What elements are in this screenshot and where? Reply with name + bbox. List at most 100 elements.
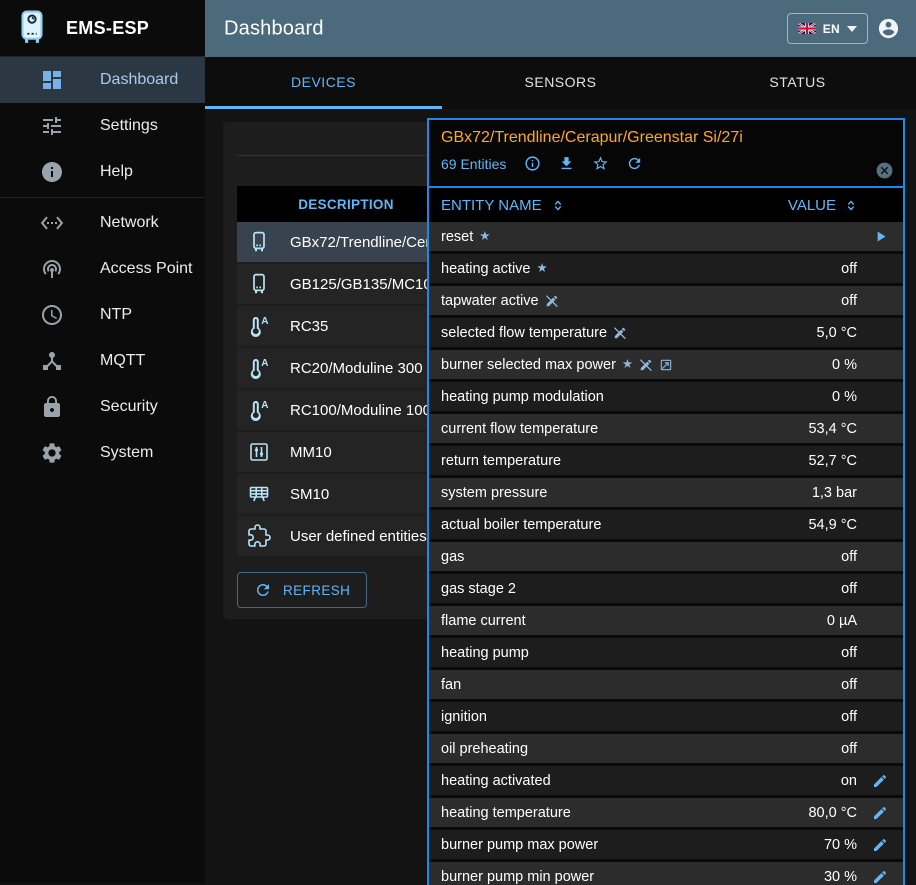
entity-value: off: [841, 676, 857, 693]
refresh-button[interactable]: REFRESH: [237, 572, 368, 608]
refresh-entities-icon[interactable]: [626, 155, 643, 172]
lock-icon: [40, 395, 64, 419]
user-avatar-icon[interactable]: [877, 17, 900, 40]
sort-entity-name-icon[interactable]: [551, 198, 565, 213]
clock-icon: [40, 303, 64, 327]
entity-value: off: [841, 292, 857, 309]
sidebar-item-access-point[interactable]: Access Point: [0, 246, 205, 292]
entity-name: fan: [441, 676, 462, 693]
sidebar-item-ntp[interactable]: NTP: [0, 292, 205, 338]
entity-value: 54,9 °C: [808, 516, 857, 533]
access-point-icon: [40, 257, 64, 281]
hub-icon: [40, 349, 64, 373]
entity-name-column-header[interactable]: ENTITY NAME: [441, 196, 542, 214]
entity-row-heating-activated[interactable]: heating activated on: [429, 766, 903, 798]
entity-row-heating-pump-modulation[interactable]: heating pump modulation 0 %: [429, 382, 903, 414]
device-label: MM10: [290, 443, 332, 461]
sidebar-item-network[interactable]: Network: [0, 200, 205, 246]
edit-icon[interactable]: [872, 869, 888, 885]
sidebar-item-label: Access Point: [100, 260, 193, 277]
svg-text:A: A: [261, 358, 268, 369]
refresh-label: REFRESH: [283, 582, 351, 598]
entity-value: off: [841, 548, 857, 565]
edit-off-icon: [639, 358, 653, 372]
content-area: DESCRIPTION GBx72/Trendline/Cera GB125/GB…: [205, 109, 916, 885]
info-icon[interactable]: [524, 155, 541, 172]
svg-text:A: A: [261, 316, 268, 327]
sidebar-item-label: Help: [100, 163, 133, 180]
entity-row-ignition[interactable]: ignition off: [429, 702, 903, 734]
edit-icon[interactable]: [872, 805, 888, 821]
sidebar-item-system[interactable]: System: [0, 430, 205, 476]
close-icon[interactable]: [875, 161, 894, 180]
sidebar-item-label: MQTT: [100, 352, 146, 369]
sidebar: EMS-ESP Dashboard Settings Help Network Acce…: [0, 0, 205, 883]
entities-rows: reset ★ heating active ★ off tapwater active o…: [429, 222, 903, 885]
value-column-header[interactable]: VALUE: [787, 196, 836, 214]
entity-name: burner pump max power: [441, 836, 599, 853]
favorite-star-icon: ★: [479, 229, 491, 244]
sidebar-item-settings[interactable]: Settings: [0, 103, 205, 149]
entity-name: tapwater active: [441, 292, 539, 309]
entity-row-fan[interactable]: fan off: [429, 670, 903, 702]
device-label: SM10: [290, 485, 330, 503]
entity-row-burner-pump-max-power[interactable]: burner pump max power 70 %: [429, 830, 903, 862]
description-column-header: DESCRIPTION: [298, 196, 394, 212]
entity-row-heating-active[interactable]: heating active ★ off: [429, 254, 903, 286]
device-label: RC100/Moduline 1000: [290, 401, 440, 419]
entity-name: reset: [441, 228, 474, 245]
entity-row-system-pressure[interactable]: system pressure 1,3 bar: [429, 478, 903, 510]
entity-value: 0 %: [832, 388, 857, 405]
tab-devices[interactable]: DEVICES: [205, 57, 442, 109]
star-filter-icon[interactable]: [592, 155, 609, 172]
info-icon: [40, 160, 64, 184]
entity-row-heating-pump[interactable]: heating pump off: [429, 638, 903, 670]
puzzle-icon: [247, 524, 271, 548]
app-title: EMS-ESP: [66, 17, 150, 38]
entity-row-burner-pump-min-power[interactable]: burner pump min power 30 %: [429, 862, 903, 885]
entity-row-return-temperature[interactable]: return temperature 52,7 °C: [429, 446, 903, 478]
entity-row-actual-boiler-temperature[interactable]: actual boiler temperature 54,9 °C: [429, 510, 903, 542]
entity-row-gas[interactable]: gas off: [429, 542, 903, 574]
entity-name: selected flow temperature: [441, 324, 608, 341]
entity-value: 30 %: [823, 868, 857, 885]
run-command-icon[interactable]: [872, 228, 889, 245]
edit-icon[interactable]: [872, 773, 888, 789]
entity-name: heating active: [441, 260, 531, 277]
entity-row-oil-preheating[interactable]: oil preheating off: [429, 734, 903, 766]
tab-status[interactable]: STATUS: [769, 73, 826, 90]
sidebar-item-help[interactable]: Help: [0, 149, 205, 195]
sidebar-item-mqtt[interactable]: MQTT: [0, 338, 205, 384]
edit-icon[interactable]: [872, 837, 888, 853]
entity-name: actual boiler temperature: [441, 516, 602, 533]
sidebar-item-dashboard[interactable]: Dashboard: [0, 57, 205, 103]
entity-row-burner-selected-max-power[interactable]: burner selected max power ★ 0 %: [429, 350, 903, 382]
entity-row-flame-current[interactable]: flame current 0 µA: [429, 606, 903, 638]
device-label: RC20/Moduline 300: [290, 359, 423, 377]
chevron-down-icon: [847, 25, 857, 32]
entity-row-selected-flow-temperature[interactable]: selected flow temperature 5,0 °C: [429, 318, 903, 350]
entity-name: return temperature: [441, 452, 562, 469]
language-selector[interactable]: EN: [786, 13, 868, 44]
sidebar-item-label: NTP: [100, 306, 132, 323]
sidebar-divider: [0, 197, 205, 198]
sort-value-icon[interactable]: [844, 198, 858, 213]
entity-row-reset[interactable]: reset ★: [429, 222, 903, 254]
download-icon[interactable]: [558, 155, 575, 172]
entity-row-gas-stage-2[interactable]: gas stage 2 off: [429, 574, 903, 606]
entity-value: off: [841, 740, 857, 757]
entity-row-heating-temperature[interactable]: heating temperature 80,0 °C: [429, 798, 903, 830]
entity-name: heating pump modulation: [441, 388, 604, 405]
sidebar-item-security[interactable]: Security: [0, 384, 205, 430]
dialog-toolbar: 69 Entities: [429, 147, 903, 172]
device-label: GBx72/Trendline/Cera: [290, 233, 439, 251]
entity-name: flame current: [441, 612, 526, 629]
entity-value: off: [841, 260, 857, 277]
dialog-header: GBx72/Trendline/Cerapur/Greenstar Si/27i…: [429, 120, 903, 186]
device-entities-dialog: GBx72/Trendline/Cerapur/Greenstar Si/27i…: [427, 118, 905, 885]
sidebar-item-label: System: [100, 444, 154, 461]
entity-row-current-flow-temperature[interactable]: current flow temperature 53,4 °C: [429, 414, 903, 446]
tab-sensors[interactable]: SENSORS: [524, 73, 597, 90]
entity-row-tapwater-active[interactable]: tapwater active off: [429, 286, 903, 318]
app-logo: EMS-ESP: [0, 0, 205, 57]
